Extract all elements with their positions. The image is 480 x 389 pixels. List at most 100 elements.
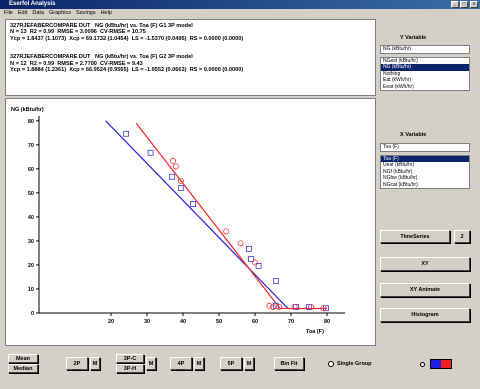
menu-item[interactable]: Help	[100, 10, 112, 16]
list-option[interactable]: NGf (kBtu/hr)	[383, 168, 413, 175]
list-option[interactable]: Eeat (kWh/hr)	[383, 83, 414, 90]
y-tick-label: 50	[28, 191, 34, 197]
menu-item[interactable]: Edit	[17, 10, 28, 16]
single-group-label: Single Group	[337, 361, 372, 367]
data-point	[169, 157, 176, 164]
3pc-button[interactable]: 3P-C	[116, 354, 144, 363]
4p-button[interactable]: 4P	[170, 357, 192, 370]
timeseries-count[interactable]: 2	[454, 230, 470, 243]
data-point	[177, 177, 184, 184]
result-line: 327RJEFABERCOMPARE DUT NG (kBtu/hr) vs. …	[10, 23, 193, 29]
list-option[interactable]: Ueat (kBtu/hr)	[383, 162, 415, 169]
y-variable-combo[interactable]: NG (kBtu/hr)	[380, 45, 470, 54]
window-title: Eserfol Analysis	[9, 1, 56, 7]
y-tick-label: 70	[28, 143, 34, 149]
data-point	[147, 149, 154, 156]
menu-item[interactable]: Graphics	[48, 10, 71, 16]
list-option[interactable]: NGhw (kBtu/hr)	[383, 175, 418, 182]
data-point	[272, 302, 279, 309]
mean-button[interactable]: Mean	[8, 354, 38, 363]
x-axis-label: Toa (F)	[306, 329, 324, 335]
data-point	[237, 240, 244, 247]
y-tick-label: 20	[28, 263, 34, 269]
data-point	[172, 163, 179, 170]
data-point	[190, 201, 196, 207]
x-tick-label: 80	[324, 319, 330, 325]
menu-item[interactable]: File	[4, 10, 13, 16]
x-variable-label: X Variable	[400, 132, 427, 138]
result-line: Ycp = 1.8884 (1.2361) Xcp = 66.9524 (0.9…	[10, 66, 244, 73]
list-option[interactable]: Nothing	[383, 70, 401, 77]
data-point	[169, 173, 176, 180]
results-box: 327RJEFABERCOMPARE DUT NG (kBtu/hr) vs. …	[5, 19, 376, 96]
x-tick-label: 40	[180, 319, 186, 325]
median-button[interactable]: Median	[8, 364, 38, 373]
chart: NG (kBtu/hr) Toa (F) 0 10 20 30 40 50 60 70 80 20 30…	[11, 107, 345, 335]
y-tick-label: 80	[28, 119, 34, 125]
data-point	[269, 303, 276, 310]
list-option[interactable]: NG (kBtu/hr)	[381, 64, 469, 71]
list-option[interactable]: Eat (kWh/hr)	[383, 77, 412, 84]
data-point	[248, 256, 254, 262]
data-point	[320, 305, 327, 312]
minimize-button[interactable]: _	[451, 1, 459, 8]
color-icon[interactable]	[430, 359, 452, 369]
data-point	[266, 302, 273, 309]
y-tick-label: 40	[28, 215, 34, 221]
data-point	[323, 305, 329, 312]
fit-line	[135, 122, 327, 310]
list-option[interactable]: Toa (F)	[381, 156, 469, 163]
xy-button[interactable]: XY	[380, 257, 470, 271]
menu-item[interactable]: Data	[32, 10, 44, 16]
x-tick-label: 60	[252, 319, 258, 325]
menu-bar: File Edit Data Graphics Savings Help	[0, 9, 480, 18]
timeseries-button[interactable]: TimeSeries	[380, 230, 450, 243]
y-axis-label: NG (kBtu/hr)	[11, 107, 44, 113]
close-button[interactable]: x	[470, 1, 478, 8]
m-button[interactable]: M	[146, 357, 156, 370]
maximize-button[interactable]: □	[460, 1, 468, 8]
list-option[interactable]: NGcat (kBtu/hr)	[383, 181, 418, 188]
result-line: Ycp = 1.8437 (1.1073) Xcp = 69.1732 (1.0…	[10, 35, 244, 42]
3ph-button[interactable]: 3P-H	[116, 364, 144, 373]
5p-button[interactable]: 5P	[220, 357, 242, 370]
data-point	[255, 263, 262, 269]
y-tick-label: 10	[28, 287, 34, 293]
radio-button[interactable]	[420, 362, 425, 367]
y-tick-label: 0	[31, 311, 34, 317]
data-point	[276, 303, 283, 310]
bin-fit-button[interactable]: Bin Fit	[274, 357, 304, 370]
menu-item[interactable]: Savings	[76, 10, 96, 16]
list-option[interactable]: NGest (kBtu/hr)	[383, 58, 418, 64]
fit-line	[105, 120, 327, 310]
title-bar: Eserfol Analysis	[0, 0, 480, 9]
histogram-button[interactable]: Histogram	[380, 308, 470, 322]
data-point	[308, 303, 315, 310]
x-variable-list[interactable]: Toa (F) Ueat (kBtu/hr) NGf (kBtu/hr) NGhw (…	[380, 155, 470, 189]
result-line: 327RJEFABERCOMPARE DUT NG (kBtu/hr) vs. …	[10, 54, 193, 61]
y-tick-label: 30	[28, 239, 34, 245]
x-tick-label: 30	[144, 319, 150, 325]
data-point	[123, 130, 130, 137]
data-point	[177, 185, 184, 191]
y-variable-list[interactable]: NGest (kBtu/hr) NG (kBtu/hr) Nothing Eat (k…	[380, 57, 470, 91]
m-button[interactable]: M	[194, 357, 204, 370]
x-tick-label: 50	[216, 319, 222, 325]
result-line: N = 12 R2 = 0.99 RMSE = 2.7700 CV-RMSE =…	[10, 60, 143, 67]
m-button[interactable]: M	[244, 357, 254, 370]
2p-button[interactable]: 2P	[66, 357, 88, 370]
chart-panel: NG (kBtu/hr) Toa (F) 0 10 20 30 40 50 60 70 80 20 30…	[5, 98, 376, 346]
x-variable-combo[interactable]: Toa (F)	[380, 143, 470, 152]
xy-animate-button[interactable]: XY Animate	[380, 283, 470, 297]
data-point	[306, 304, 312, 310]
data-point	[223, 228, 230, 235]
data-point	[245, 245, 252, 252]
result-line: N = 13 R2 = 0.99 RMSE = 3.0096 CV-RMSE =…	[10, 29, 146, 36]
radio-button[interactable]	[328, 361, 334, 367]
y-tick-label: 60	[28, 167, 34, 173]
y-variable-label: Y Variable	[400, 35, 427, 41]
data-point	[272, 278, 279, 284]
m-button[interactable]: M	[90, 357, 100, 370]
data-point	[291, 303, 298, 310]
